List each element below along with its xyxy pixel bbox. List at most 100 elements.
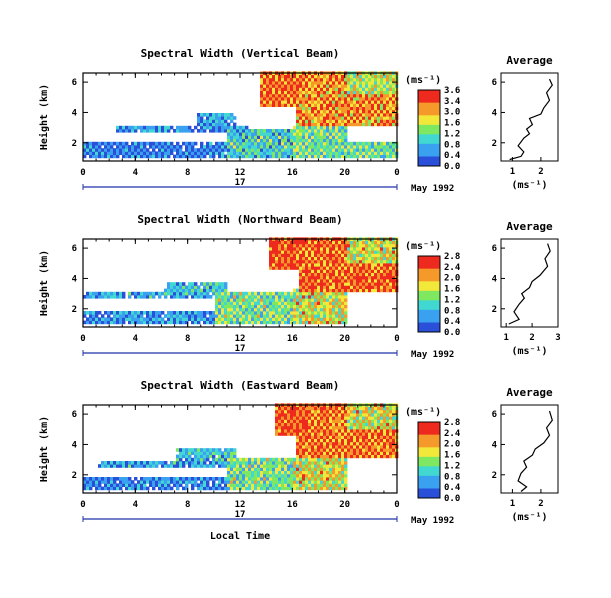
heatmap-cell	[245, 138, 249, 143]
heatmap-cell	[338, 77, 342, 82]
heatmap-cell	[218, 320, 222, 325]
heatmap-cell	[254, 470, 258, 475]
heatmap-cell	[113, 291, 117, 296]
heatmap-cell	[260, 77, 264, 82]
heatmap-cell	[350, 256, 354, 261]
heatmap-cell	[311, 406, 315, 411]
heatmap-cell	[293, 291, 297, 296]
heatmap-cell	[173, 311, 177, 315]
heatmap-cell	[293, 413, 297, 417]
heatmap-cell	[356, 141, 360, 146]
heatmap-cell	[284, 413, 288, 417]
heatmap-cell	[302, 109, 306, 114]
heatmap-cell	[323, 304, 327, 309]
heatmap-cell	[269, 103, 273, 107]
heatmap-cell	[350, 93, 354, 98]
heatmap-cell	[359, 122, 363, 127]
heatmap-cell	[152, 477, 156, 481]
heatmap-cell	[257, 307, 261, 312]
heatmap-cell	[305, 275, 309, 280]
heatmap-cell	[371, 253, 375, 257]
heatmap-cell	[284, 97, 288, 101]
heatmap-cell	[362, 148, 366, 152]
heatmap-cell	[119, 151, 123, 155]
heatmap-cell	[278, 477, 282, 481]
heatmap-cell	[269, 148, 273, 152]
heatmap-cell	[362, 119, 366, 123]
heatmap-cell	[257, 129, 261, 133]
heatmap-cell	[299, 93, 303, 98]
heatmap-cell	[278, 467, 282, 471]
heatmap-cell	[332, 145, 336, 149]
heatmap-cell	[302, 317, 306, 321]
heatmap-cell	[380, 93, 384, 98]
heatmap-cell	[305, 429, 309, 433]
heatmap-cell	[353, 247, 357, 251]
heatmap-cell	[344, 295, 348, 299]
heatmap-cell	[287, 307, 291, 312]
heatmap-cell	[137, 291, 141, 296]
heatmap-cell	[215, 129, 219, 133]
heatmap-cell	[371, 77, 375, 82]
heatmap-cell	[296, 467, 300, 471]
heatmap-cell	[278, 422, 282, 427]
heatmap-cell	[341, 416, 345, 420]
heatmap-cell	[392, 240, 396, 245]
heatmap-cell	[317, 125, 321, 130]
heatmap-cell	[92, 145, 96, 149]
heatmap-cell	[287, 483, 291, 487]
heatmap-cell	[86, 320, 90, 325]
heatmap-cell	[218, 125, 222, 130]
heatmap-cell	[365, 282, 369, 286]
heatmap-cell	[230, 301, 234, 305]
heatmap-cell	[350, 103, 354, 107]
heatmap-cell	[323, 317, 327, 321]
heatmap-cell	[182, 448, 186, 452]
heatmap-cell	[155, 320, 159, 325]
heatmap-cell	[347, 259, 351, 264]
heatmap-cell	[164, 148, 168, 152]
heatmap-cell	[320, 269, 324, 273]
heatmap-cell	[281, 256, 285, 261]
heatmap-cell	[311, 84, 315, 88]
heatmap-cell	[284, 103, 288, 107]
heatmap-cell	[272, 470, 276, 475]
heatmap-cell	[338, 291, 342, 296]
heatmap-cell	[356, 429, 360, 433]
heatmap-cell	[308, 84, 312, 88]
heatmap-cell	[329, 100, 333, 104]
heatmap-cell	[359, 113, 363, 117]
heatmap-cell	[377, 145, 381, 149]
heatmap-cell	[302, 422, 306, 427]
colorbar-swatch	[418, 428, 440, 432]
heatmap-cell	[320, 129, 324, 133]
heatmap-cell	[362, 84, 366, 88]
heatmap-cell	[314, 266, 318, 270]
heatmap-cell	[299, 97, 303, 101]
heatmap-cell	[332, 473, 336, 478]
heatmap-cell	[380, 288, 384, 293]
heatmap-cell	[383, 451, 387, 455]
heatmap-cell	[158, 317, 162, 321]
heatmap-cell	[299, 422, 303, 427]
heatmap-cell	[311, 304, 315, 309]
heatmap-cell	[185, 151, 189, 155]
heatmap-cell	[338, 138, 342, 143]
heatmap-cell	[158, 145, 162, 149]
heatmap-cell	[386, 77, 390, 82]
heatmap-cell	[383, 93, 387, 98]
heatmap-cell	[143, 154, 147, 159]
heatmap-cell	[341, 473, 345, 478]
heatmap-cell	[326, 74, 330, 79]
heatmap-cell	[341, 291, 345, 296]
heatmap-cell	[287, 103, 291, 107]
heatmap-cell	[353, 263, 357, 267]
heatmap-cell	[308, 314, 312, 318]
heatmap-cell	[191, 291, 195, 296]
heatmap-cell	[335, 253, 339, 257]
heatmap-cell	[359, 116, 363, 120]
heatmap-cell	[305, 454, 309, 459]
heatmap-cell	[305, 240, 309, 245]
y-tick-label: 2	[72, 305, 77, 315]
heatmap-cell	[317, 269, 321, 273]
